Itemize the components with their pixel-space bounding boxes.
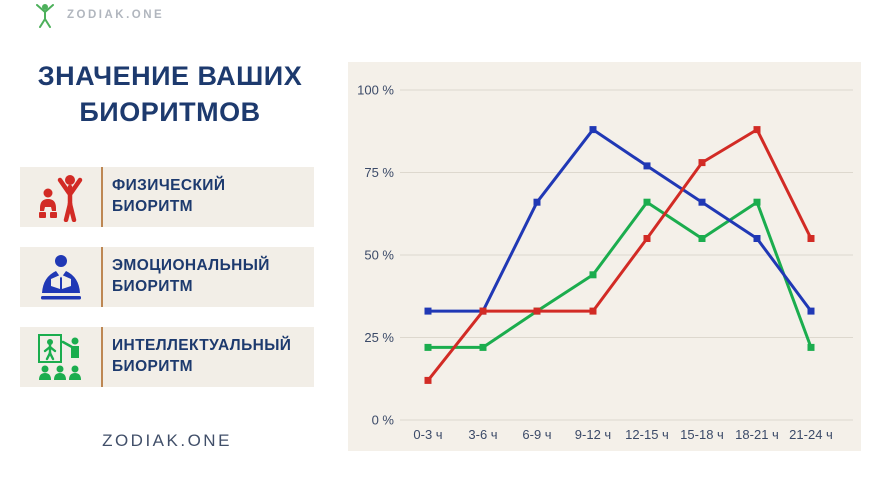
legend-item-intellectual-label: ИНТЕЛЛЕКТУАЛЬНЫЙ БИОРИТМ <box>112 337 292 375</box>
y-axis-tick: 0 % <box>372 413 395 428</box>
x-axis-tick: 18-21 ч <box>735 427 779 442</box>
data-point-marker <box>807 235 815 242</box>
page-title-line2: БИОРИТМОВ <box>79 97 261 128</box>
x-axis-tick: 9-12 ч <box>575 427 611 442</box>
y-axis-tick: 50 % <box>364 248 394 263</box>
series-line <box>426 128 813 382</box>
page-title: ЗНАЧЕНИЕ ВАШИХ БИОРИТМОВ <box>0 58 340 131</box>
data-point-marker <box>533 198 541 206</box>
series-line <box>426 128 813 313</box>
reading-person-icon <box>20 247 101 307</box>
legend-item-emotional-label: ЭМОЦИОНАЛЬНЫЙ БИОРИТМ <box>112 257 270 295</box>
x-axis-tick: 15-18 ч <box>680 427 724 442</box>
data-point-marker <box>807 307 815 315</box>
y-axis-tick: 100 % <box>357 83 394 98</box>
legend-item-emotional: ЭМОЦИОНАЛЬНЫЙ БИОРИТМ <box>20 247 314 307</box>
legend-item-physical-label: ФИЗИЧЕСКИЙ БИОРИТМ <box>112 177 226 215</box>
data-point-marker <box>753 235 761 242</box>
series-line <box>426 200 813 349</box>
logo: ZODIAK.ONE <box>33 2 164 28</box>
x-axis-tick: 3-6 ч <box>468 427 497 442</box>
x-axis-tick: 12-15 ч <box>625 427 669 442</box>
x-axis-tick: 21-24 ч <box>789 427 833 442</box>
data-point-marker <box>424 343 432 351</box>
data-point-marker <box>479 307 487 315</box>
page-title-line1: ЗНАЧЕНИЕ ВАШИХ <box>37 61 303 91</box>
data-point-marker <box>424 307 432 315</box>
legend-divider <box>101 327 103 387</box>
data-point-marker <box>589 307 597 315</box>
biorhythm-chart: 100 % 75 % 50 % 25 % 0 % 0-3 ч 3-6 ч 6-9 ч 9-12 … <box>348 62 861 451</box>
legend-divider <box>101 167 103 227</box>
y-axis-tick: 75 % <box>364 165 394 180</box>
line-chart: 100 % 75 % 50 % 25 % 0 % 0-3 ч 3-6 ч 6-9 ч 9-12 … <box>357 83 853 442</box>
legend-item-intellectual: ИНТЕЛЛЕКТУАЛЬНЫЙ БИОРИТМ <box>20 327 314 387</box>
data-point-marker <box>753 198 761 206</box>
x-axis-tick: 6-9 ч <box>522 427 551 442</box>
data-point-marker <box>479 343 487 351</box>
data-point-marker <box>698 235 706 242</box>
data-point-marker <box>698 198 706 206</box>
data-point-marker <box>533 307 541 315</box>
y-axis-tick: 25 % <box>364 330 394 345</box>
data-point-marker <box>589 126 597 134</box>
legend-item-physical: ФИЗИЧЕСКИЙ БИОРИТМ <box>20 167 314 227</box>
data-point-marker <box>807 343 815 351</box>
data-point-marker <box>589 271 597 279</box>
data-point-marker <box>643 235 651 242</box>
logo-text: ZODIAK.ONE <box>67 9 165 21</box>
data-point-marker <box>698 159 706 167</box>
exercise-icon <box>20 167 101 227</box>
legend: ФИЗИЧЕСКИЙ БИОРИТМ ЭМОЦИОНАЛЬНЫЙ БИОРИТМ <box>20 167 314 407</box>
data-point-marker <box>424 376 432 384</box>
person-logo-icon <box>36 4 54 28</box>
site-name: ZODIAK.ONE <box>102 431 232 450</box>
presentation-board-icon <box>20 327 101 387</box>
x-axis-tick: 0-3 ч <box>413 427 442 442</box>
data-point-marker <box>643 198 651 206</box>
data-point-marker <box>753 126 761 134</box>
data-point-marker <box>643 162 651 170</box>
legend-divider <box>101 247 103 307</box>
